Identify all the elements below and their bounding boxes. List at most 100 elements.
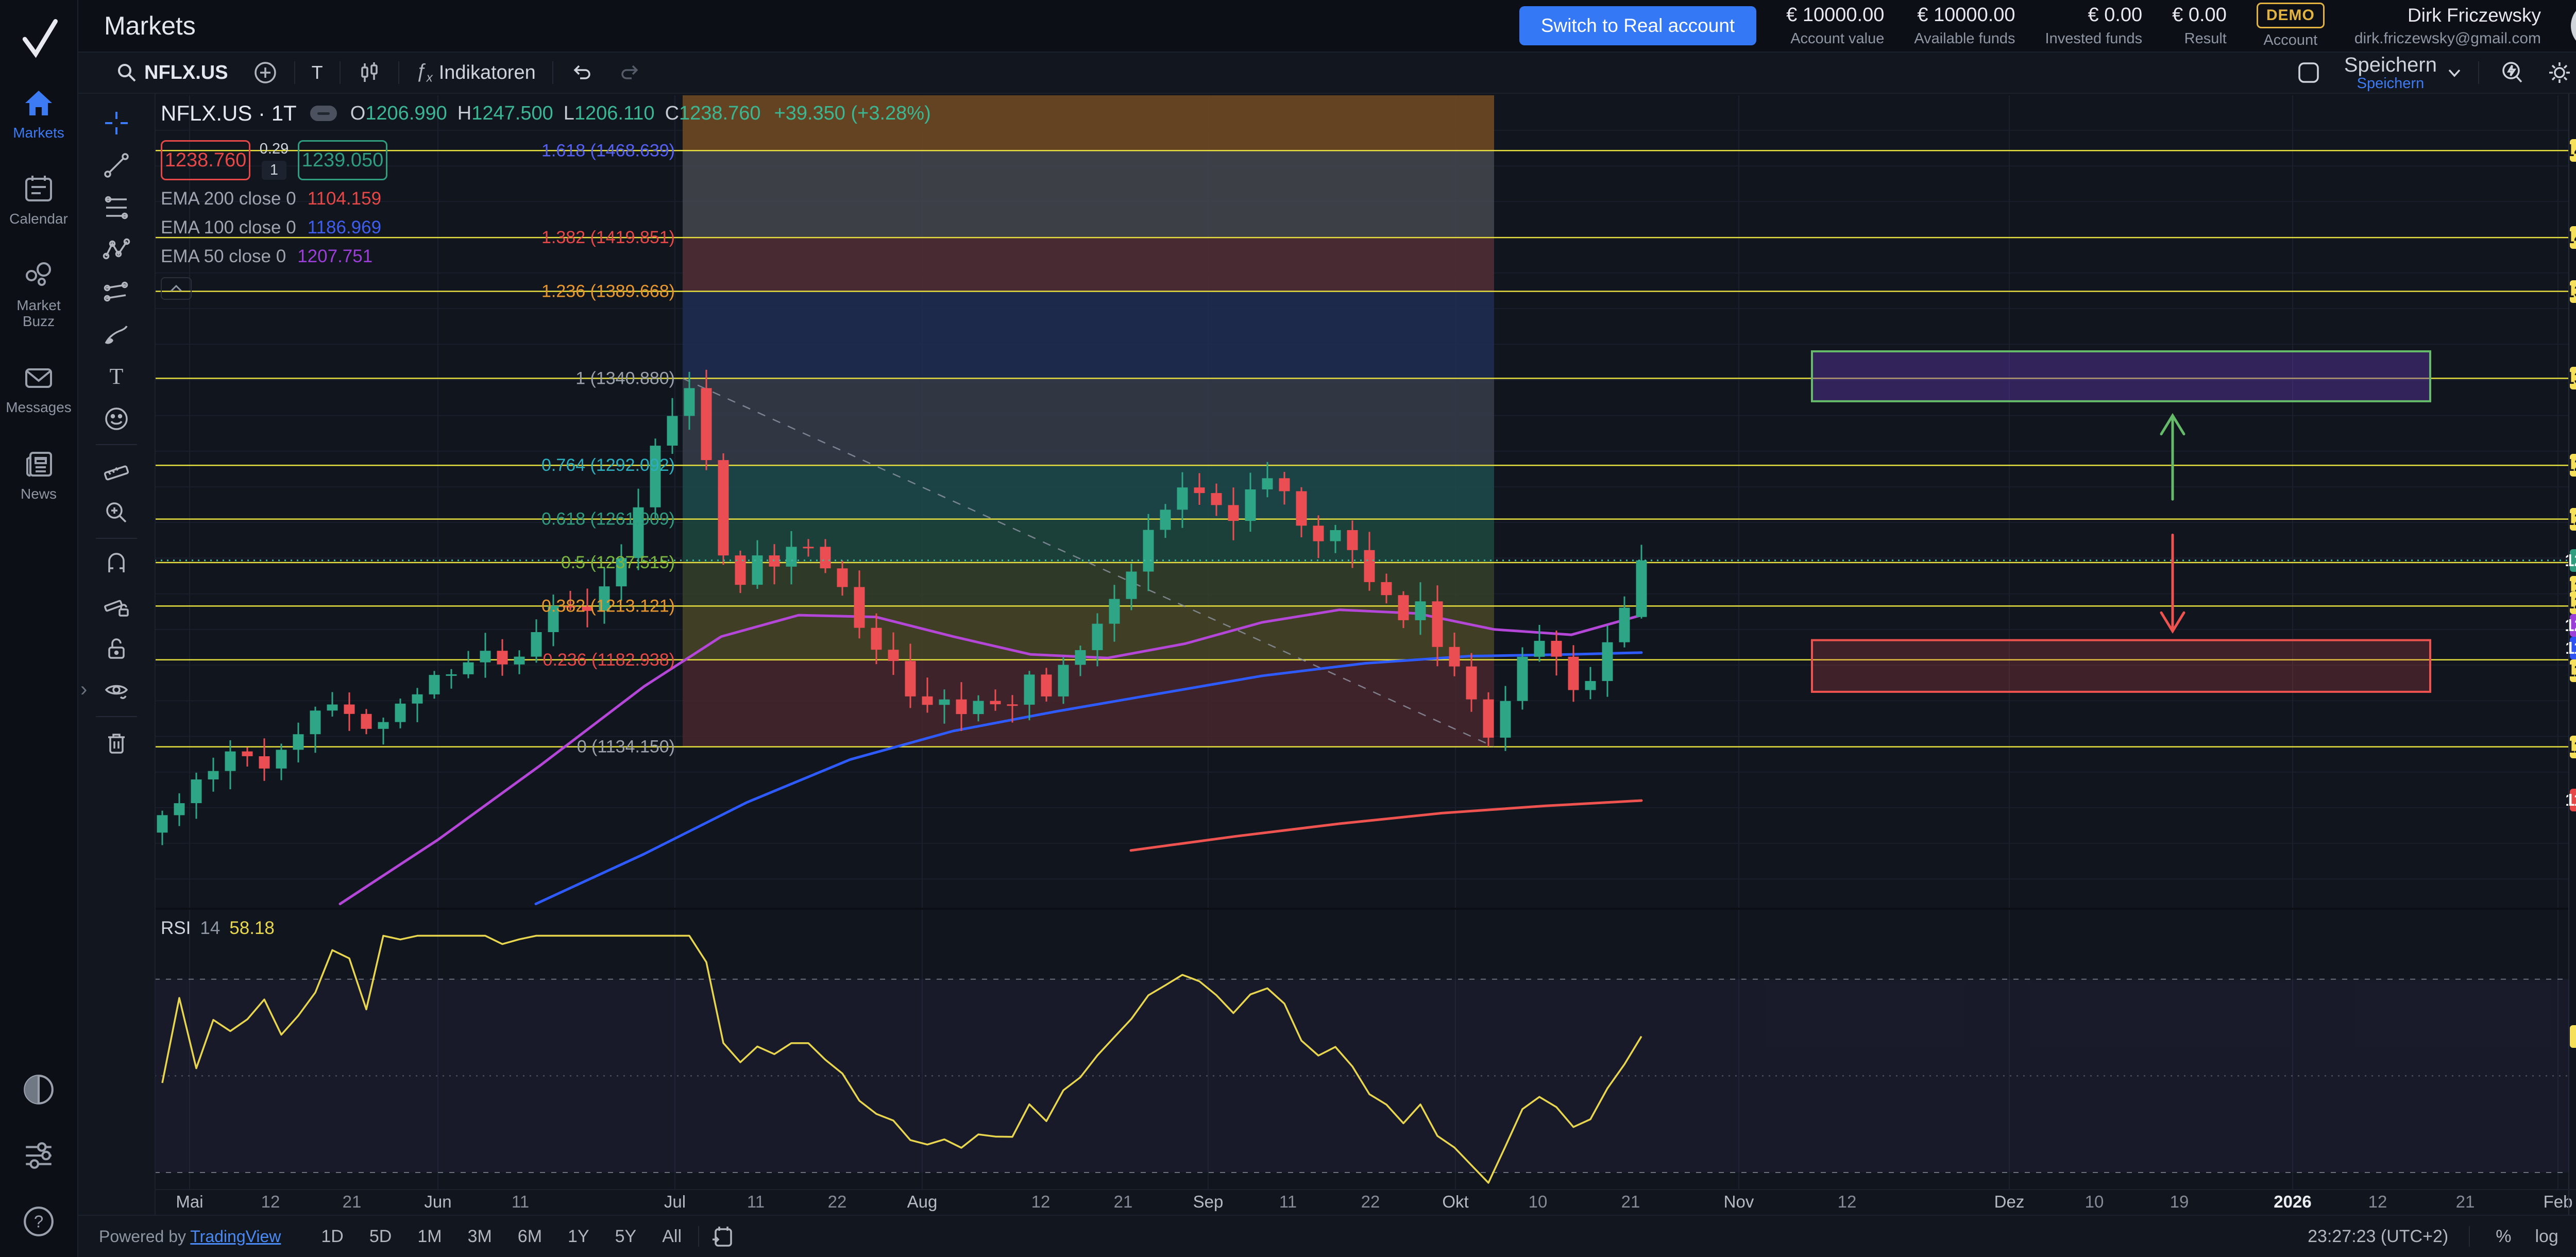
indicator-value: 1104.159 <box>307 189 382 209</box>
percent-scale-button[interactable]: % <box>2496 1226 2512 1246</box>
chart-legend: NFLX.US · 1T O1206.990 H1247.500 L1206.1… <box>161 101 931 300</box>
market-buzz-icon <box>22 259 55 292</box>
save-button[interactable]: Speichern Speichern <box>2344 54 2464 91</box>
search-icon <box>115 61 138 84</box>
sidebar-item-messages[interactable]: Messages <box>3 361 75 415</box>
drawing-mode-lock-tool[interactable] <box>93 585 140 627</box>
pattern-tool[interactable] <box>93 229 140 271</box>
help-icon[interactable]: ? <box>22 1204 56 1238</box>
session-clock[interactable]: 23:27:23 (UTC+2) <box>2308 1226 2449 1246</box>
range-1m-button[interactable]: 1M <box>417 1226 442 1246</box>
metric-label: Result <box>2184 30 2227 47</box>
sell-button[interactable]: 1238.760 <box>161 140 250 180</box>
change-value: +39.350 (+3.28%) <box>774 102 931 124</box>
emoji-tool[interactable] <box>93 398 140 440</box>
calendar-icon <box>22 173 55 206</box>
svg-text:0 (1134.150): 0 (1134.150) <box>577 737 675 757</box>
user-info[interactable]: Dirk Friczewsky dirk.friczewsky@gmail.co… <box>2354 5 2541 47</box>
avatar[interactable] <box>2571 2 2576 50</box>
indicator-name: EMA 50 close 0 <box>161 246 286 266</box>
sidebar-item-label: Messages <box>6 399 72 416</box>
sidebar-item-markets[interactable]: Markets <box>3 87 75 141</box>
undo-icon <box>570 61 594 84</box>
range-1y-button[interactable]: 1Y <box>568 1226 589 1246</box>
demo-badge: DEMO <box>2256 3 2325 28</box>
crosshair-tool[interactable] <box>93 102 140 144</box>
quick-search-button[interactable] <box>2494 57 2531 88</box>
indicator-row-ema100[interactable]: EMA 100 close 0 1186.969 <box>161 217 931 238</box>
tradingview-link[interactable]: TradingView <box>190 1227 281 1246</box>
theme-toggle-icon[interactable] <box>22 1073 56 1107</box>
rsi-value: 58.18 <box>229 918 275 938</box>
powered-by: Powered by TradingView <box>99 1227 281 1246</box>
symbol-search-button[interactable]: NFLX.US <box>103 57 241 88</box>
switch-to-real-account-button[interactable]: Switch to Real account <box>1519 6 1757 45</box>
metric-label: Account value <box>1790 30 1885 47</box>
range-5y-button[interactable]: 5Y <box>615 1226 637 1246</box>
trend-line-tool[interactable] <box>93 144 140 186</box>
svg-text:0.382 (1213.121): 0.382 (1213.121) <box>541 596 675 616</box>
indicator-row-ema50[interactable]: EMA 50 close 0 1207.751 <box>161 246 931 267</box>
svg-text:0.5 (1237.515): 0.5 (1237.515) <box>561 553 675 572</box>
range-3m-button[interactable]: 3M <box>467 1226 492 1246</box>
hide-drawings-tool[interactable] <box>93 670 140 712</box>
layout-button[interactable] <box>2283 57 2334 88</box>
user-email: dirk.friczewsky@gmail.com <box>2354 29 2541 47</box>
interval-button[interactable]: T <box>299 57 335 88</box>
svg-text:1.382 (1419.851): 1.382 (1419.851) <box>541 228 675 247</box>
toolbar-divider <box>96 716 137 717</box>
gear-icon <box>2546 59 2573 86</box>
main-chart-canvas[interactable]: 1.618 (1468.639) 1.382 (1419.851) 1.236 (1… <box>155 94 2568 1189</box>
brush-tool[interactable] <box>93 313 140 355</box>
rsi-legend[interactable]: RSI 14 58.18 <box>161 918 275 939</box>
indicators-button[interactable]: ƒx Indikatoren <box>403 57 548 88</box>
indicator-name: EMA 200 close 0 <box>161 189 296 209</box>
metric-value: € 10000.00 <box>1917 4 2015 26</box>
undo-button[interactable] <box>557 57 606 88</box>
candlestick-style-icon <box>357 60 382 85</box>
magnet-tool[interactable] <box>93 543 140 585</box>
envelope-icon <box>22 361 55 394</box>
range-5d-button[interactable]: 5D <box>369 1226 392 1246</box>
sidebar-item-calendar[interactable]: Calendar <box>3 173 75 227</box>
toolbar-divider <box>2478 61 2479 84</box>
svg-text:?: ? <box>34 1212 43 1231</box>
metric-label: Available funds <box>1914 30 2015 47</box>
ohlc-values: O1206.990 H1247.500 L1206.110 C1238.760 <box>350 102 761 124</box>
range-1d-button[interactable]: 1D <box>321 1226 344 1246</box>
indicator-value: 1207.751 <box>297 246 373 266</box>
add-symbol-button[interactable] <box>241 57 290 88</box>
sidebar-item-news[interactable]: News <box>3 448 75 502</box>
indicator-row-ema200[interactable]: EMA 200 close 0 1104.159 <box>161 189 931 209</box>
svg-text:1.618 (1468.639): 1.618 (1468.639) <box>541 141 675 160</box>
legend-symbol-title[interactable]: NFLX.US · 1T <box>161 101 297 125</box>
sidebar-item-market-buzz[interactable]: Market Buzz <box>3 259 75 330</box>
remove-drawings-tool[interactable] <box>93 721 140 763</box>
svg-text:0.618 (1261.909): 0.618 (1261.909) <box>541 509 675 529</box>
fib-retracement-tool[interactable] <box>93 186 140 229</box>
sidebar-item-label: Market Buzz <box>16 297 61 330</box>
lock-all-tool[interactable] <box>93 627 140 670</box>
log-scale-button[interactable]: log <box>2535 1226 2558 1246</box>
svg-text:1.236 (1389.668): 1.236 (1389.668) <box>541 282 675 301</box>
sidebar-item-label: Markets <box>13 125 64 141</box>
legend-collapse-button[interactable] <box>161 277 192 300</box>
zoom-in-tool[interactable] <box>93 491 140 534</box>
text-tool[interactable]: T <box>93 355 140 398</box>
range-6m-button[interactable]: 6M <box>517 1226 543 1246</box>
chart-style-button[interactable] <box>345 57 394 88</box>
svg-text:T: T <box>110 364 124 389</box>
buy-button[interactable]: 1239.050 <box>298 140 387 180</box>
chart-settings-button[interactable] <box>2541 57 2576 88</box>
range-all-button[interactable]: All <box>662 1226 682 1246</box>
go-to-date-button[interactable] <box>706 1221 739 1252</box>
measure-tool[interactable] <box>93 449 140 491</box>
legend-more-pill[interactable] <box>310 106 337 121</box>
watchlist-expand-chevron[interactable]: › <box>80 678 88 701</box>
preferences-sliders-icon[interactable] <box>22 1139 56 1173</box>
projection-tool[interactable] <box>93 271 140 313</box>
redo-button[interactable] <box>606 57 654 88</box>
toolbar-divider <box>698 1226 700 1247</box>
quantity-value[interactable]: 1 <box>261 161 287 180</box>
interval-label: T <box>311 62 323 83</box>
